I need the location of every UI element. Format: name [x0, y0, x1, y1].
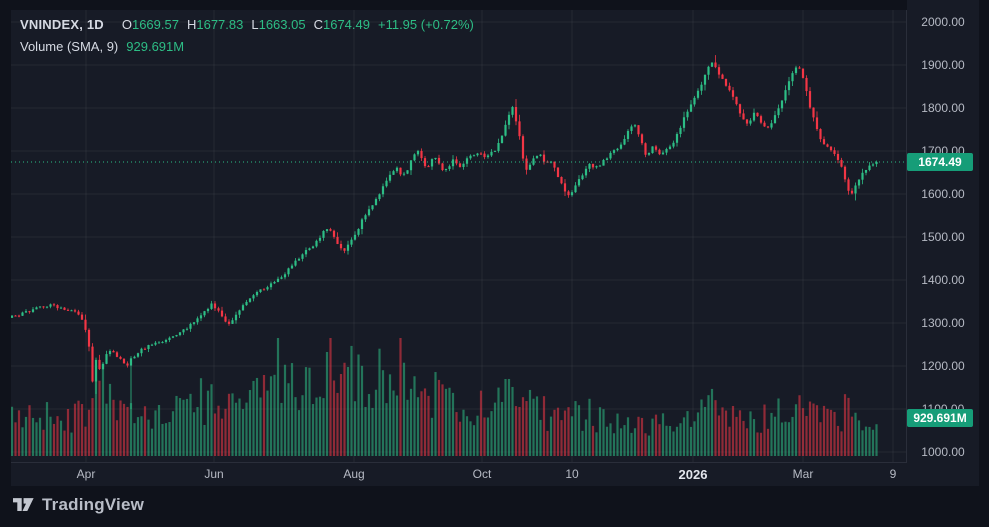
- tradingview-link[interactable]: TradingView: [13, 495, 144, 515]
- last-price-badge: 1674.49: [907, 152, 973, 171]
- price-tick: 1900.00: [921, 58, 965, 72]
- volume-value: 929.691M: [126, 39, 185, 54]
- price-tick: 1400.00: [921, 273, 965, 287]
- time-tick-apr: Apr: [76, 467, 96, 481]
- price-tick: 1000.00: [921, 445, 965, 459]
- open-label: O: [121, 17, 132, 32]
- footer-bar: TradingView: [0, 486, 989, 527]
- tradingview-logo-icon: [13, 497, 34, 511]
- brand-name: TradingView: [42, 495, 145, 514]
- time-axis[interactable]: Apr Jun Aug Oct 10 2026 Mar 9: [11, 463, 979, 486]
- low-label: L: [251, 17, 259, 32]
- close-label: C: [313, 17, 323, 32]
- legend-ohlc-row[interactable]: VNINDEX, 1D O1669.57 H1677.83 L1663.05 C1674…: [20, 14, 474, 36]
- volume-study-label[interactable]: Volume (SMA, 9): [20, 39, 119, 54]
- price-tick: 1200.00: [921, 359, 965, 373]
- time-tick-mar: Mar: [792, 467, 814, 481]
- time-tick-10: 10: [565, 467, 579, 481]
- price-tick: 1800.00: [921, 101, 965, 115]
- legend-volume-row[interactable]: Volume (SMA, 9) 929.691M: [20, 36, 474, 58]
- price-tick: 1300.00: [921, 316, 965, 330]
- candlestick-volume-chart[interactable]: [11, 10, 906, 462]
- change-value: +11.95 (+0.72%): [377, 17, 474, 32]
- price-tick: 1500.00: [921, 230, 965, 244]
- close-value: 1674.49: [322, 17, 370, 32]
- price-tick: 2000.00: [921, 15, 965, 29]
- time-tick-jun: Jun: [204, 467, 224, 481]
- open-value: 1669.57: [131, 17, 179, 32]
- low-value: 1663.05: [258, 17, 306, 32]
- high-value: 1677.83: [196, 17, 244, 32]
- volume-badge: 929.691M: [907, 409, 973, 427]
- chart-legend: VNINDEX, 1D O1669.57 H1677.83 L1663.05 C1674…: [20, 14, 474, 58]
- high-label: H: [186, 17, 197, 32]
- chart-pane[interactable]: VNINDEX, 1D O1669.57 H1677.83 L1663.05 C1674…: [11, 10, 907, 463]
- time-tick-2026: 2026: [678, 467, 708, 482]
- time-tick-aug: Aug: [343, 467, 365, 481]
- symbol-label[interactable]: VNINDEX, 1D: [20, 17, 104, 32]
- time-tick-9: 9: [889, 467, 897, 481]
- time-tick-oct: Oct: [472, 467, 492, 481]
- price-axis[interactable]: 2000.00 1900.00 1800.00 1700.00 1600.00 1500.…: [907, 0, 979, 486]
- price-tick: 1600.00: [921, 187, 965, 201]
